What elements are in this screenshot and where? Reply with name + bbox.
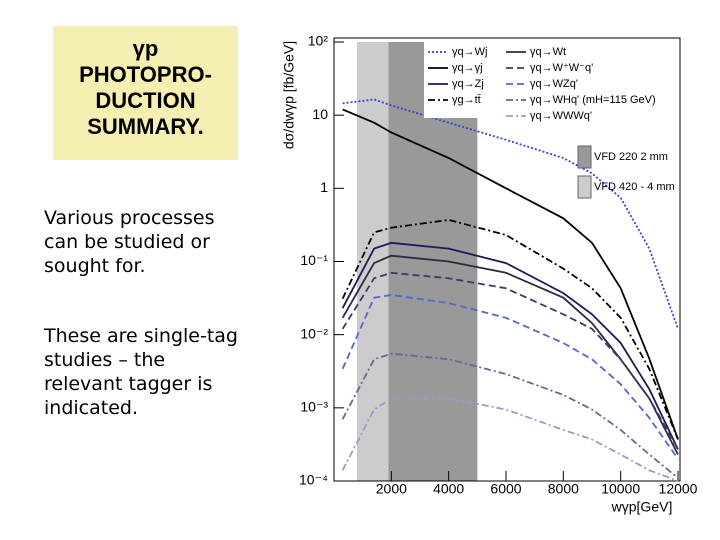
x-tick-label: 8000 (548, 481, 579, 497)
series-line (341, 241, 679, 450)
y-tick-label: 1 (320, 179, 328, 195)
series-line (342, 108, 679, 440)
paragraph-line: relevant tagger is (44, 373, 213, 395)
y-tick-label: 10² (308, 33, 329, 49)
band-legend-swatch (577, 175, 592, 199)
title-line: PHOTOPRO- (79, 62, 212, 87)
band-legend-label: VFD 220 2 mm (594, 151, 668, 163)
series-line (342, 98, 679, 330)
legend-box (424, 40, 678, 118)
series-line (341, 218, 679, 440)
band-legend-swatch (577, 145, 592, 169)
x-axis-label: wγp[GeV] (611, 499, 673, 515)
series-line (341, 397, 679, 482)
y-tick-label: 10⁻² (300, 325, 328, 341)
paragraph: These are single-tag studies – the relevan… (44, 324, 238, 420)
legend-label: γq→Wt (530, 46, 566, 58)
title-line: SUMMARY. (87, 114, 204, 139)
x-tick-label: 10000 (601, 481, 640, 497)
title-line: γp (132, 36, 159, 61)
title-line: DUCTION (95, 88, 196, 113)
legend-label: γg→tt̄ (452, 94, 481, 106)
paragraph-line: studies – the (44, 349, 166, 371)
y-tick-label: 10⁻³ (300, 399, 328, 415)
x-tick-label: 12000 (659, 481, 698, 497)
x-tick-label: 2000 (376, 481, 407, 497)
plot-frame (333, 37, 681, 482)
legend-label: γq→WHq' (mH=115 GeV) (530, 94, 656, 106)
x-tick-label: 4000 (433, 481, 464, 497)
legend-label: γq→Zj (452, 78, 484, 90)
band-legend-label: VFD 420 - 4 mm (594, 181, 675, 193)
paragraph-line: These are single-tag (44, 325, 238, 347)
paragraph-line: can be studied or (44, 231, 210, 253)
y-axis-label: dσ/dwγp [fb/GeV] (281, 41, 297, 149)
series-line (341, 352, 679, 479)
legend-label: γq→WZq' (530, 78, 578, 90)
paragraph: Various processes can be studied or sought… (44, 206, 214, 278)
paragraph-line: sought for. (44, 255, 146, 277)
series-line (341, 293, 679, 460)
y-tick-label: 10 (312, 106, 328, 122)
paragraph-line: indicated. (44, 397, 138, 419)
y-tick-label: 10⁻¹ (300, 252, 328, 268)
legend-label: γq→WWWq' (530, 110, 592, 122)
x-tick-label: 6000 (490, 481, 521, 497)
ylabel-box (278, 30, 302, 160)
title-box: γp PHOTOPRO- DUCTION SUMMARY. (53, 26, 238, 160)
paragraph-line: Various processes (44, 207, 215, 229)
legend-label: γq→Wj (452, 46, 487, 58)
legend-label: γq→W⁺W⁻q' (530, 62, 593, 74)
y-tick-label: 10⁻⁴ (299, 472, 328, 488)
tagger-band (356, 42, 389, 481)
legend-label: γq→γj (452, 62, 483, 74)
series-line (341, 271, 679, 450)
